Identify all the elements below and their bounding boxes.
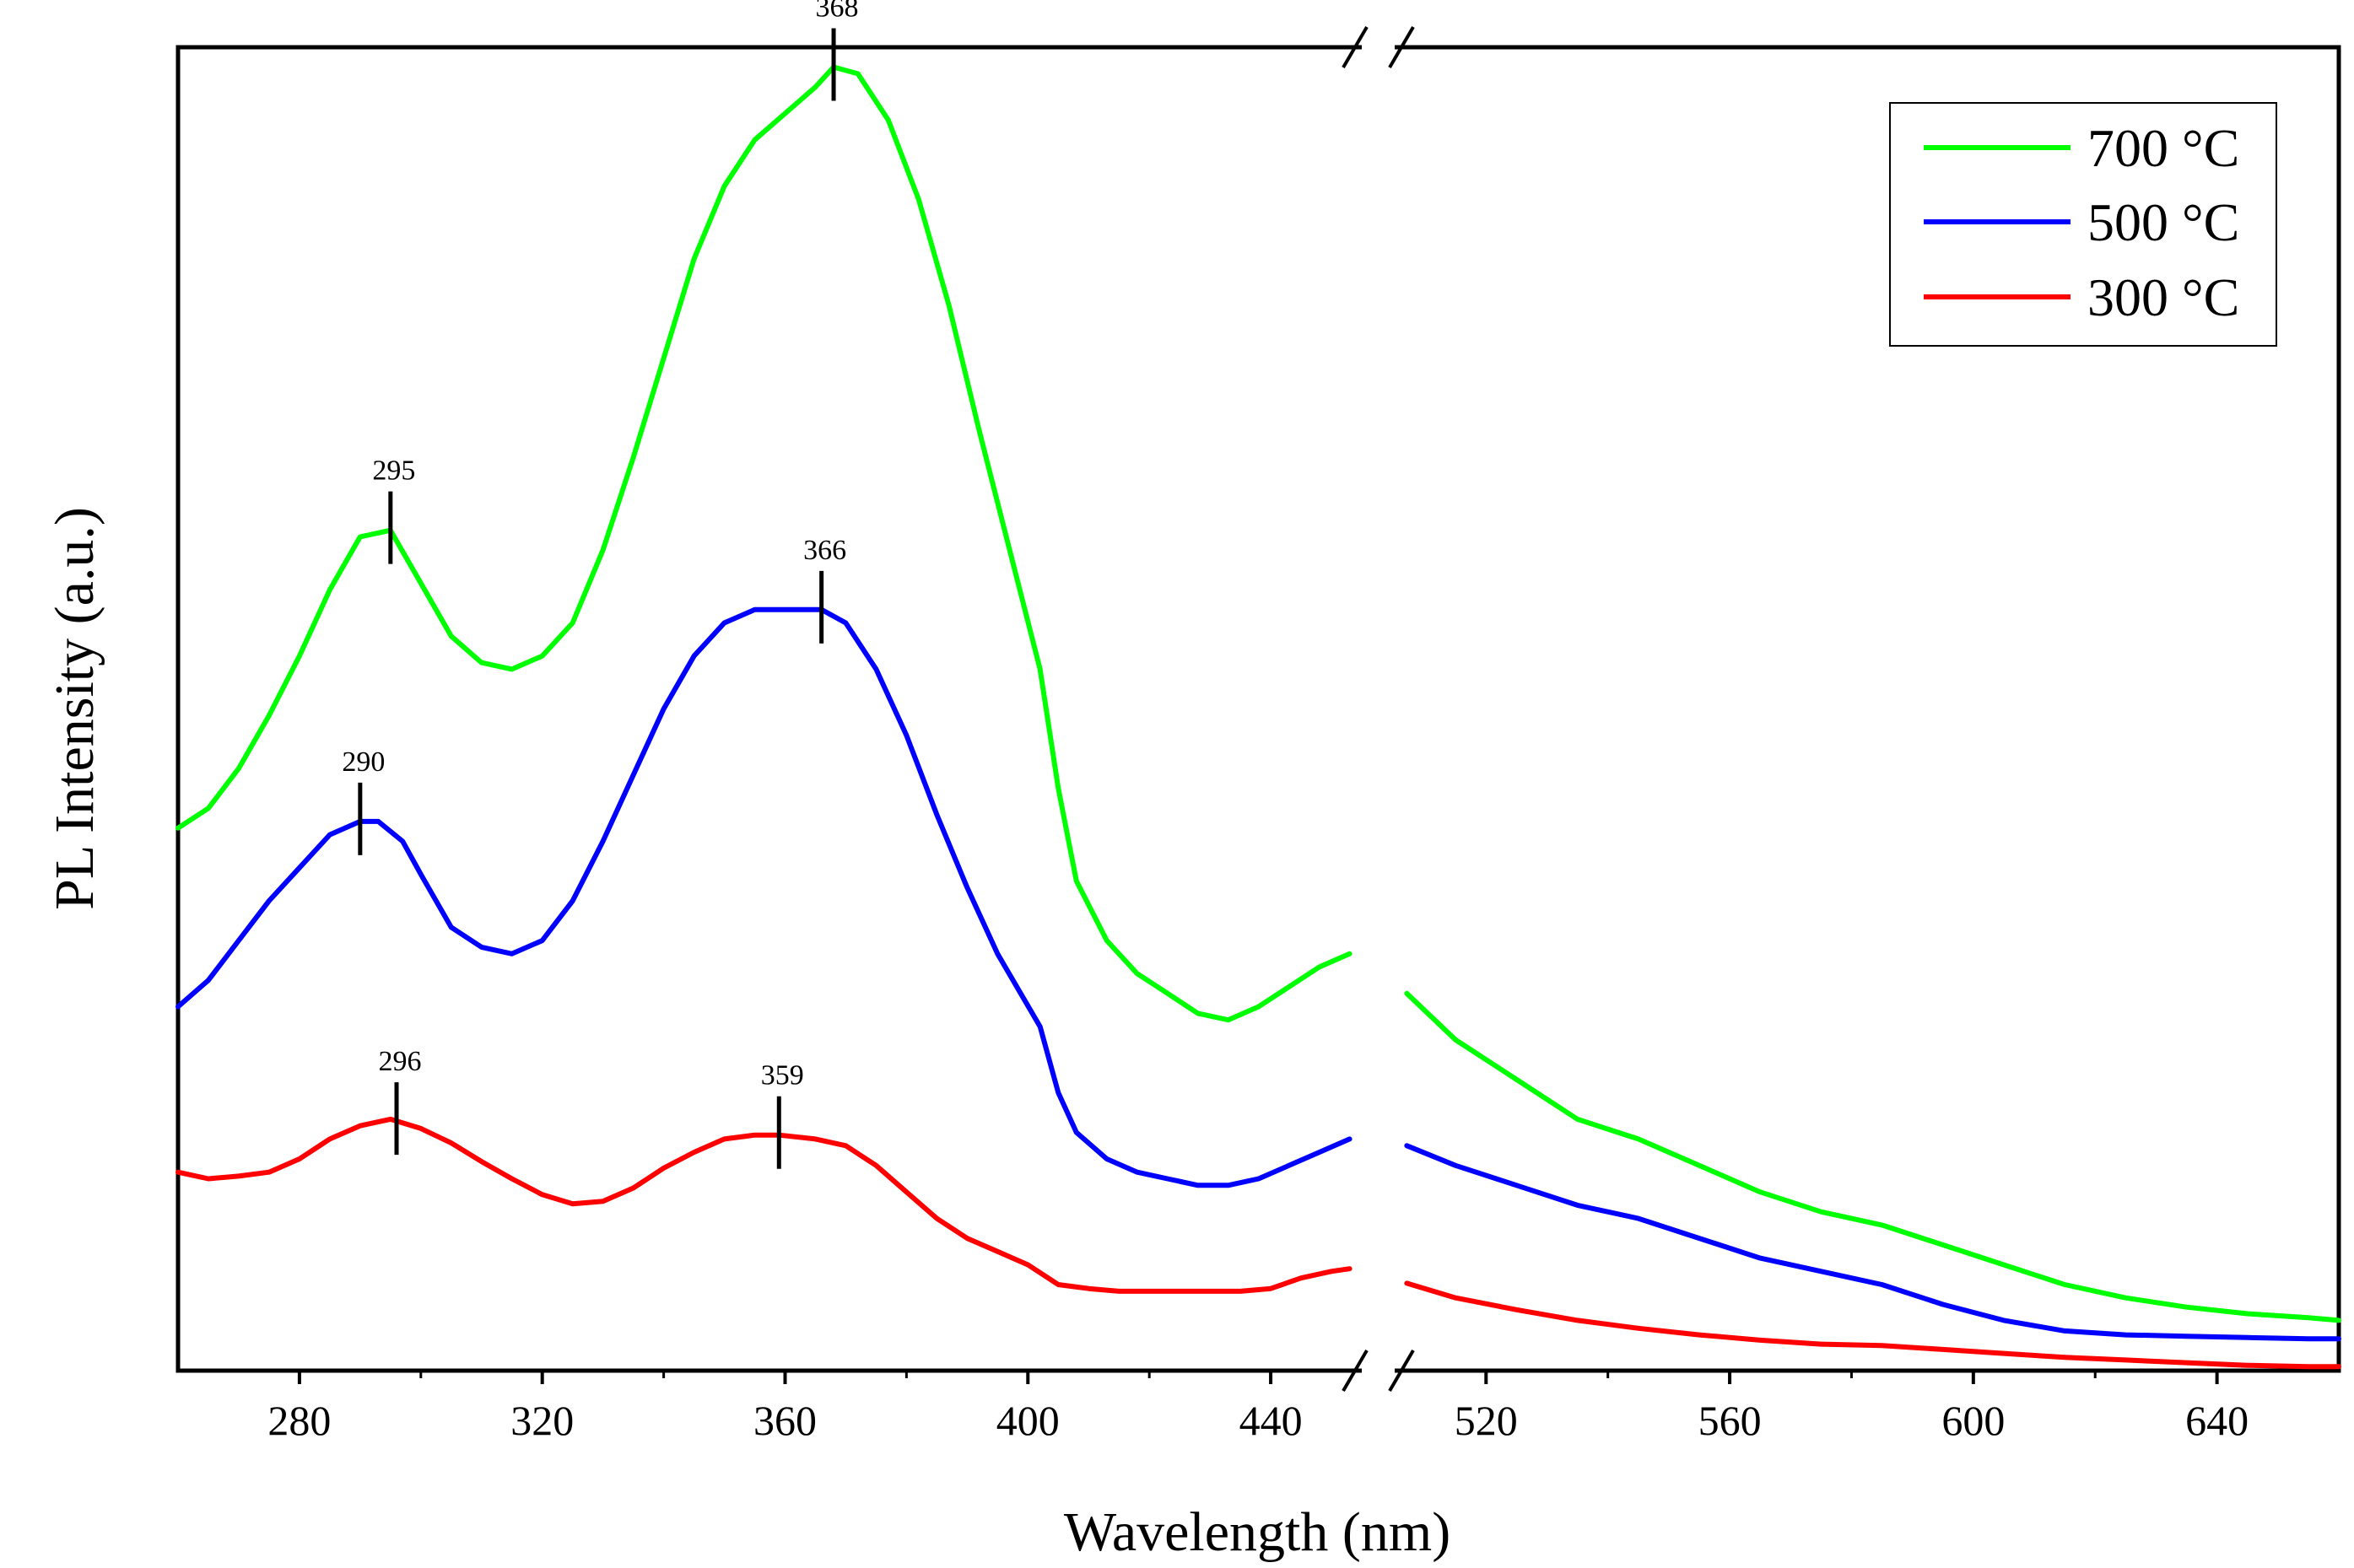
x-ticks: 280 320 360 400 440 520 560 600 640 xyxy=(267,1371,2249,1444)
x-tick-label: 560 xyxy=(1698,1397,1762,1444)
series-line-300-seg1 xyxy=(1404,1280,2341,1370)
x-axis-title: Wavelength (nm) xyxy=(1064,1501,1450,1563)
x-tick-label: 320 xyxy=(510,1397,574,1444)
x-tick-label: 600 xyxy=(1941,1397,2005,1444)
series-line-700-seg1 xyxy=(1404,990,2341,1323)
x-tick-label: 520 xyxy=(1455,1397,1518,1444)
legend-label-700: 700 °C xyxy=(2087,118,2239,178)
axis-break-slash xyxy=(1342,1349,1369,1393)
axis-break-slash xyxy=(1388,1349,1415,1393)
peak-label-366: 366 xyxy=(803,535,846,566)
series-line-700-seg0 xyxy=(175,64,1352,1023)
peak-label-290: 290 xyxy=(342,746,385,778)
axis-break-gap xyxy=(1362,40,1395,54)
peak-label-368: 368 xyxy=(816,0,859,24)
peak-label-296: 296 xyxy=(379,1046,422,1077)
y-axis-title: PL Intensity (a.u.) xyxy=(44,507,105,910)
axis-break-slash xyxy=(1342,25,1369,69)
peak-label-295: 295 xyxy=(372,455,415,487)
series-line-500-seg0 xyxy=(175,606,1352,1188)
x-tick-label: 440 xyxy=(1239,1397,1303,1444)
series-line-500-seg1 xyxy=(1404,1143,2341,1342)
peak-markers: 368 295 366 290 296 359 xyxy=(342,0,859,1169)
peak-label-359: 359 xyxy=(761,1060,804,1091)
plot-frame xyxy=(175,45,2341,1373)
x-tick-label: 640 xyxy=(2185,1397,2249,1444)
x-tick-label: 360 xyxy=(753,1397,817,1444)
legend: 700 °C 500 °C 300 °C xyxy=(1889,102,2277,347)
axis-break-slash xyxy=(1388,25,1415,69)
x-tick-label: 400 xyxy=(996,1397,1060,1444)
series-line-300-seg0 xyxy=(175,1116,1352,1294)
legend-label-500: 500 °C xyxy=(2087,192,2239,252)
axis-break-gap xyxy=(1362,1364,1395,1377)
series-layer xyxy=(175,64,2341,1370)
x-tick-label: 280 xyxy=(267,1397,331,1444)
legend-label-300: 300 °C xyxy=(2087,267,2239,327)
axis-break xyxy=(1342,25,1415,1393)
